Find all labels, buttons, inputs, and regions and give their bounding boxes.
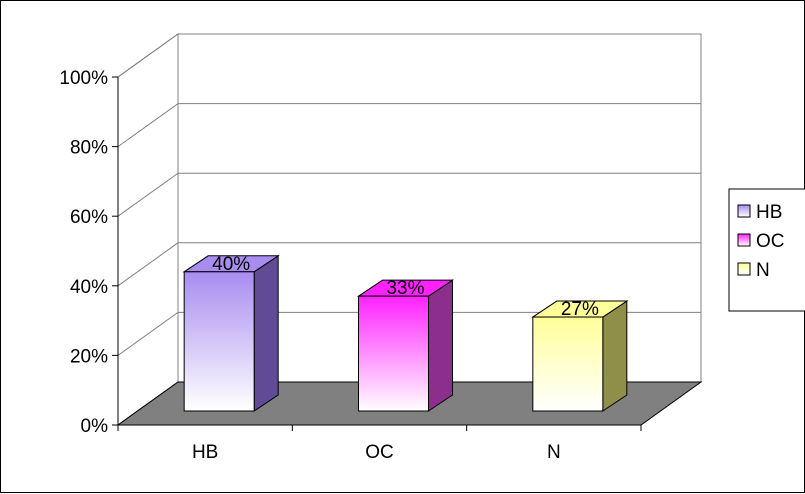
gridline: [117, 103, 701, 148]
bar-side: [253, 254, 279, 412]
side-wall: [117, 33, 179, 426]
bars: [182, 254, 629, 412]
y-tick-label: 20%: [70, 346, 108, 367]
bar-oc: [356, 279, 455, 412]
data-label-hb: 40%: [212, 254, 250, 275]
bar-n: [531, 300, 629, 412]
legend-label-oc: OC: [756, 231, 785, 252]
legend-label-n: N: [756, 260, 770, 281]
data-label-n: 27%: [561, 299, 599, 320]
y-tick-label: 0%: [81, 416, 109, 437]
legend-label-hb: HB: [756, 202, 782, 223]
bar-front: [358, 295, 429, 412]
axes: 0% 20% 40% 60% 80% 100% HB OC N: [59, 68, 642, 463]
y-tick-label: 40%: [70, 277, 108, 298]
legend: HB OC N: [728, 188, 805, 312]
legend-swatch-hb: [737, 204, 751, 218]
y-tick-label: 100%: [59, 68, 108, 89]
bar-side: [602, 300, 628, 412]
legend-swatch-n: [737, 262, 751, 276]
data-label-oc: 33%: [386, 278, 424, 299]
x-tick-label: N: [547, 442, 561, 463]
data-labels: 40% 33% 27%: [212, 254, 599, 320]
bar-side: [428, 279, 453, 412]
y-tick-label: 80%: [70, 138, 108, 159]
gridline: [117, 33, 701, 78]
legend-swatch-oc: [737, 233, 751, 247]
gridline: [117, 242, 701, 287]
bar-front: [532, 316, 604, 412]
x-tick-label: HB: [192, 442, 218, 463]
y-tick-label: 60%: [70, 207, 108, 228]
bar-hb: [182, 254, 280, 412]
x-tick-label: OC: [365, 442, 394, 463]
bar-front: [183, 271, 255, 412]
gridline: [117, 311, 701, 356]
gridline: [117, 172, 701, 217]
